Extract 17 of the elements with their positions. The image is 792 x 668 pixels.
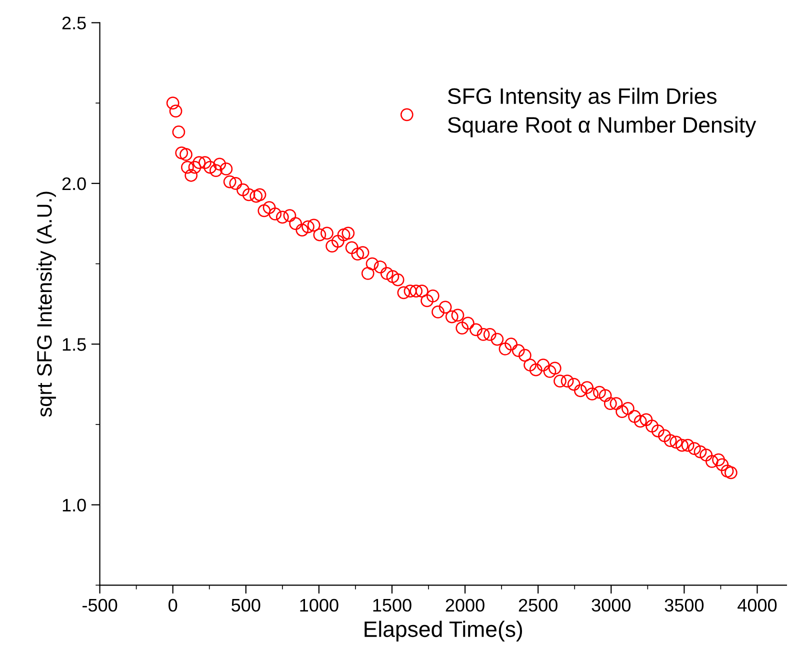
x-tick-label: -500	[82, 598, 118, 612]
x-tick-label: 2000	[446, 598, 484, 612]
y-tick-label: 1.5	[62, 338, 86, 351]
y-tick-label: 1.0	[62, 498, 86, 512]
x-tick-label: 1000	[300, 598, 338, 612]
y-axis-title: sqrt SFG Intensity (A.U.)	[36, 192, 56, 417]
x-tick-label: 500	[232, 598, 260, 612]
y-tick-label: 2.0	[62, 177, 86, 190]
x-tick-label: 1500	[373, 598, 412, 612]
x-tick-label: 4000	[738, 598, 777, 612]
x-tick-label: 2500	[518, 598, 558, 612]
x-tick-label: 3000	[592, 598, 631, 612]
legend-label: SFG Intensity as Film Dries Square Root α Number Density	[448, 88, 756, 138]
x-axis-title: Elapsed Time(s)	[364, 620, 522, 642]
y-tick-label: 2.5	[62, 16, 86, 30]
x-tick-label: 3500	[664, 598, 704, 612]
x-tick-label: 0	[168, 598, 178, 612]
